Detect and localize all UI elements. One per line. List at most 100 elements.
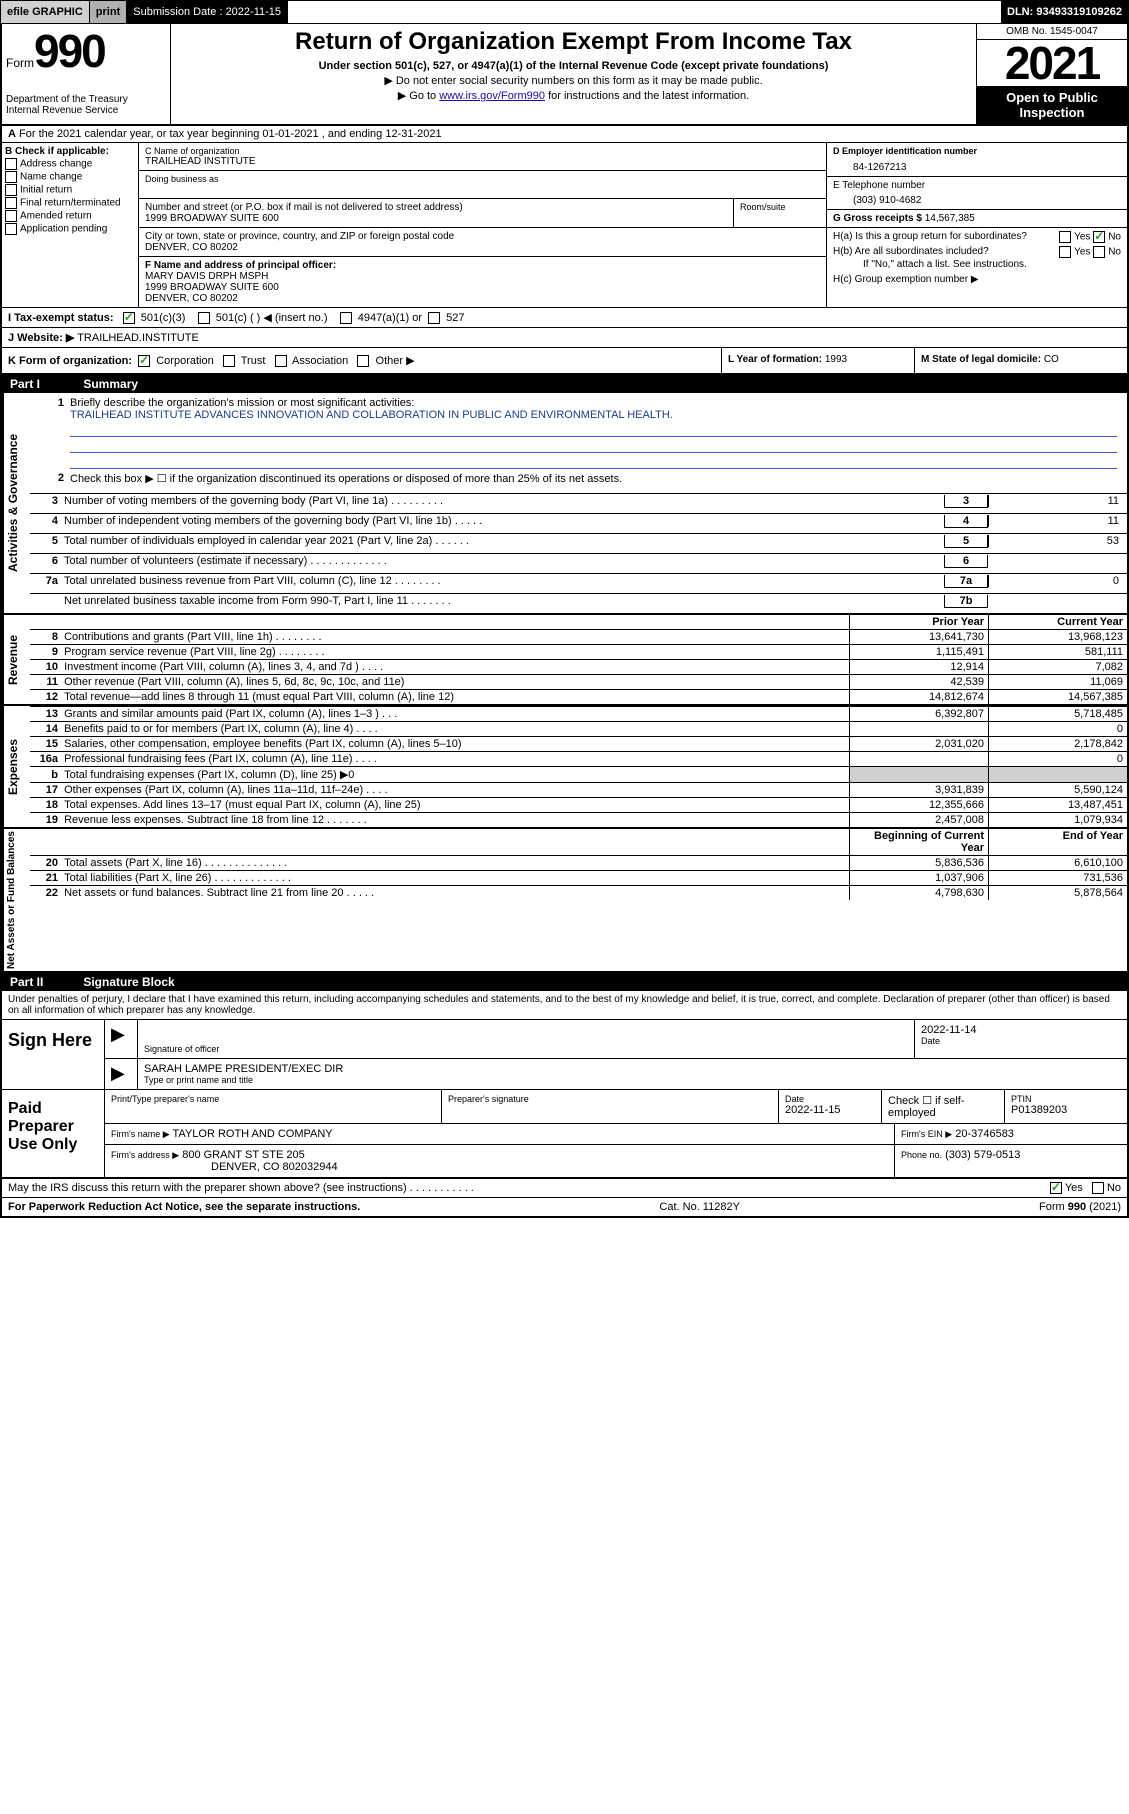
sign-here-lbl: Sign Here: [2, 1020, 105, 1089]
revenue-section: Revenue Prior Year Current Year 8 Contri…: [2, 615, 1127, 706]
sig-date-val: 2022-11-14: [921, 1024, 1121, 1036]
chk-501c[interactable]: [198, 312, 210, 324]
header-mid: Return of Organization Exempt From Incom…: [171, 24, 976, 124]
vtab-governance: Activities & Governance: [2, 393, 30, 613]
lbl-final-return: Final return/terminated: [20, 198, 121, 209]
chk-assoc[interactable]: [275, 355, 287, 367]
chk-corp[interactable]: [138, 355, 150, 367]
chk-501c3[interactable]: [123, 312, 135, 324]
box-phone: E Telephone number (303) 910-4682: [827, 177, 1127, 210]
section-right-col: D Employer identification number 84-1267…: [826, 143, 1127, 307]
gov-line: 3 Number of voting members of the govern…: [30, 493, 1127, 513]
vtab-net-assets: Net Assets or Fund Balances: [2, 829, 30, 971]
sig-date-lbl: Date: [921, 1036, 1121, 1046]
lbl-app-pending: Application pending: [20, 224, 107, 235]
lbl-trust: Trust: [241, 355, 266, 367]
year-form-lbl: L Year of formation:: [728, 354, 822, 365]
footer-cat: Cat. No. 11282Y: [659, 1201, 740, 1213]
hb-no[interactable]: [1093, 246, 1105, 258]
sign-here-block: Sign Here ▶ Signature of officer 2022-11…: [2, 1020, 1127, 1090]
box-ein: D Employer identification number 84-1267…: [827, 143, 1127, 177]
ha-text: H(a) Is this a group return for subordin…: [833, 231, 1027, 242]
line1-lbl: Briefly describe the organization's miss…: [70, 397, 414, 409]
ha-yes[interactable]: [1059, 231, 1071, 243]
activities-governance-section: Activities & Governance 1 Briefly descri…: [2, 393, 1127, 615]
submission-date-badge: Submission Date : 2022-11-15: [127, 1, 288, 23]
firm-ein-val: 20-3746583: [955, 1128, 1014, 1140]
ein-lbl: D Employer identification number: [833, 146, 1121, 156]
ha-no-lbl: No: [1108, 232, 1121, 243]
form-header: Form 990 Department of the Treasury Inte…: [2, 24, 1127, 126]
irs-form-link[interactable]: www.irs.gov/Form990: [439, 90, 545, 102]
chk-address-change[interactable]: [5, 158, 17, 170]
lbl-corp: Corporation: [156, 355, 213, 367]
may-irs-no-lbl: No: [1107, 1182, 1121, 1194]
chk-trust[interactable]: [223, 355, 235, 367]
prep-sig-lbl: Preparer's signature: [448, 1094, 772, 1104]
chk-name-change[interactable]: [5, 171, 17, 183]
financial-line: 13 Grants and similar amounts paid (Part…: [30, 706, 1127, 721]
firm-addr-lbl: Firm's address ▶: [111, 1150, 179, 1160]
year-form-val: 1993: [825, 354, 847, 365]
page-footer: For Paperwork Reduction Act Notice, see …: [2, 1198, 1127, 1216]
firm-ein-lbl: Firm's EIN ▶: [901, 1129, 952, 1139]
expenses-section: Expenses 13 Grants and similar amounts p…: [2, 706, 1127, 829]
firm-addr1: 800 GRANT ST STE 205: [182, 1149, 304, 1161]
chk-app-pending[interactable]: [5, 223, 17, 235]
lbl-other: Other ▶: [376, 355, 415, 367]
lbl-501c3: 501(c)(3): [141, 312, 186, 324]
lbl-501c: 501(c) ( ) ◀ (insert no.): [216, 312, 328, 324]
footer-form: Form 990 (2021): [1039, 1201, 1121, 1213]
ein-val: 84-1267213: [833, 162, 1121, 173]
hb-text: H(b) Are all subordinates included?: [833, 246, 989, 257]
sig-name-val: SARAH LAMPE PRESIDENT/EXEC DIR: [144, 1063, 1121, 1075]
tax-status-lbl: I Tax-exempt status:: [8, 312, 114, 324]
financial-line: 18 Total expenses. Add lines 13–17 (must…: [30, 797, 1127, 812]
header-left: Form 990 Department of the Treasury Inte…: [2, 24, 171, 124]
part1-title: Summary: [83, 377, 138, 391]
header-right: OMB No. 1545-0047 2021 Open to Public In…: [976, 24, 1127, 124]
row-i-tax-status: I Tax-exempt status: 501(c)(3) 501(c) ( …: [2, 308, 1127, 328]
financial-line: 22 Net assets or fund balances. Subtract…: [30, 885, 1127, 900]
website-val: TRAILHEAD.INSTITUTE: [77, 332, 199, 344]
may-irs-no[interactable]: [1092, 1182, 1104, 1194]
lbl-527: 527: [446, 312, 464, 324]
may-irs-row: May the IRS discuss this return with the…: [2, 1179, 1127, 1198]
financial-line: b Total fundraising expenses (Part IX, c…: [30, 766, 1127, 782]
row-l-year: L Year of formation: 1993: [721, 348, 914, 373]
ha-no[interactable]: [1093, 231, 1105, 243]
financial-line: 8 Contributions and grants (Part VIII, l…: [30, 629, 1127, 644]
may-irs-yes[interactable]: [1050, 1182, 1062, 1194]
hb-no-lbl: No: [1108, 247, 1121, 258]
hb-yes[interactable]: [1059, 246, 1071, 258]
footer-pra: For Paperwork Reduction Act Notice, see …: [8, 1201, 360, 1213]
form-org-lbl: K Form of organization:: [8, 355, 132, 367]
city-lbl: City or town, state or province, country…: [145, 231, 820, 242]
website-lbl: J Website: ▶: [8, 332, 74, 344]
dba-lbl: Doing business as: [145, 174, 820, 184]
part-2-header: Part II Signature Block: [2, 973, 1127, 991]
row-a-text: For the 2021 calendar year, or tax year …: [19, 128, 442, 140]
addr-wrap: Number and street (or P.O. box if mail i…: [139, 199, 826, 228]
gross-lbl: G Gross receipts $: [833, 213, 922, 224]
chk-527[interactable]: [428, 312, 440, 324]
irs-label: Internal Revenue Service: [6, 105, 166, 116]
efile-badge: efile GRAPHIC: [1, 1, 90, 23]
chk-other[interactable]: [357, 355, 369, 367]
box-dba: Doing business as: [139, 171, 826, 199]
financial-line: 19 Revenue less expenses. Subtract line …: [30, 812, 1127, 827]
chk-4947[interactable]: [340, 312, 352, 324]
dept-label: Department of the Treasury: [6, 94, 166, 105]
prep-date-val: 2022-11-15: [785, 1104, 875, 1116]
box-city: City or town, state or province, country…: [139, 228, 826, 257]
financial-line: 9 Program service revenue (Part VIII, li…: [30, 644, 1127, 659]
print-button[interactable]: print: [90, 1, 127, 23]
chk-final-return[interactable]: [5, 197, 17, 209]
box-org-name: C Name of organization TRAILHEAD INSTITU…: [139, 143, 826, 171]
chk-amended[interactable]: [5, 210, 17, 222]
org-name-lbl: C Name of organization: [145, 146, 820, 156]
gross-val: 14,567,385: [925, 213, 975, 224]
financial-line: 12 Total revenue—add lines 8 through 11 …: [30, 689, 1127, 704]
col-beg-year: Beginning of Current Year: [849, 829, 988, 855]
chk-initial-return[interactable]: [5, 184, 17, 196]
